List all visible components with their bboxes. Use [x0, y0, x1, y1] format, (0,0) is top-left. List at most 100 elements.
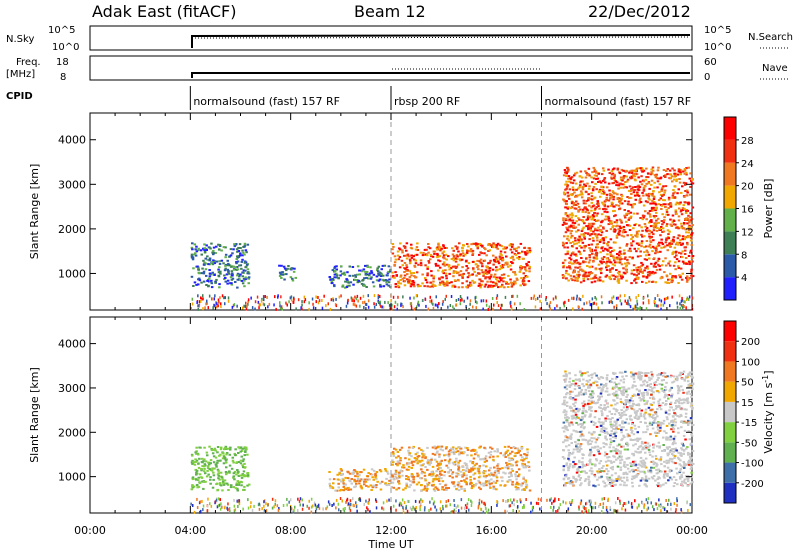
echo-cell: [240, 476, 244, 479]
echo-cell: [514, 461, 518, 464]
echo-cell: [522, 466, 525, 469]
echo-cell: [569, 181, 573, 184]
echo-cell: [366, 264, 369, 267]
echo-cell: [225, 473, 228, 476]
echo-cell: [509, 264, 512, 267]
echo-cell: [397, 455, 400, 458]
echo-cell: [477, 479, 480, 482]
echo-cell: [448, 469, 452, 472]
echo-cell: [509, 248, 513, 251]
ground-scatter-cell: [583, 302, 585, 306]
ground-scatter-cell: [595, 302, 598, 306]
echo-cell: [228, 470, 231, 473]
echo-cell: [442, 261, 446, 264]
echo-cell: [565, 172, 568, 175]
echo-cell: [578, 265, 582, 268]
echo-cell: [376, 480, 379, 483]
echo-cell: [380, 480, 384, 483]
ground-scatter-cell: [552, 297, 555, 301]
echo-cell: [397, 487, 401, 490]
echo-cell: [625, 170, 629, 173]
echo-cell: [667, 278, 670, 281]
echo-cell: [442, 254, 446, 257]
ground-scatter-cell: [273, 303, 275, 307]
echo-cell: [674, 276, 677, 279]
echo-cell: [606, 477, 609, 480]
echo-cell: [329, 278, 332, 281]
echo-cell: [522, 459, 525, 462]
echo-cell: [408, 276, 412, 279]
echo-cell: [582, 421, 586, 424]
echo-cell: [564, 217, 568, 220]
echo-cell: [391, 481, 395, 484]
echo-cell: [690, 249, 693, 252]
echo-cell: [231, 459, 235, 462]
echo-cell: [587, 390, 591, 392]
echo-cell: [581, 466, 584, 469]
echo-cell: [677, 188, 680, 191]
echo-cell: [674, 243, 678, 246]
echo-cell: [412, 475, 416, 478]
echo-cell: [566, 416, 569, 419]
echo-cell: [650, 262, 653, 265]
echo-cell: [679, 459, 682, 462]
echo-cell: [562, 441, 565, 444]
echo-cell: [605, 193, 609, 196]
echo-cell: [672, 461, 675, 464]
echo-cell: [568, 197, 571, 200]
echo-cell: [364, 478, 367, 481]
echo-cell: [294, 276, 297, 279]
echo-cell: [454, 267, 458, 269]
echo-cell: [216, 488, 220, 491]
echo-cell: [572, 475, 575, 478]
echo-cell: [644, 210, 647, 213]
echo-cell: [499, 258, 502, 261]
echo-cell: [235, 262, 238, 265]
echo-cell: [631, 186, 635, 189]
echo-cell: [391, 252, 395, 255]
ground-scatter-cell: [513, 302, 516, 306]
ground-scatter-cell: [475, 306, 477, 310]
echo-cell: [637, 230, 641, 233]
echo-cell: [582, 406, 585, 409]
echo-cell: [565, 410, 568, 413]
echo-cell: [600, 467, 604, 469]
echo-cell: [663, 396, 666, 399]
echo-cell: [683, 462, 686, 465]
echo-cell: [452, 271, 455, 274]
echo-cell: [527, 261, 530, 264]
echo-cell: [453, 453, 456, 456]
echo-cell: [488, 267, 492, 270]
echo-cell: [405, 478, 408, 480]
echo-cell: [662, 199, 665, 202]
echo-cell: [575, 378, 579, 381]
echo-cell: [219, 471, 223, 474]
echo-cell: [517, 483, 520, 485]
echo-cell: [605, 443, 608, 446]
echo-cell: [200, 457, 204, 460]
echo-cell: [481, 244, 484, 247]
ground-scatter-cell: [231, 305, 234, 309]
ground-scatter-cell: [213, 303, 215, 307]
echo-cell: [609, 255, 613, 257]
echo-cell: [648, 237, 652, 240]
echo-cell: [599, 269, 603, 272]
echo-cell: [380, 268, 383, 271]
echo-cell: [578, 262, 581, 265]
echo-cell: [592, 392, 595, 395]
echo-cell: [637, 266, 640, 269]
echo-cell: [198, 272, 201, 275]
echo-cell: [649, 220, 652, 223]
echo-cell: [382, 279, 386, 282]
echo-cell: [624, 272, 627, 275]
echo-cell: [609, 204, 613, 207]
ground-scatter-cell: [416, 305, 418, 309]
echo-cell: [645, 245, 648, 248]
echo-cell: [210, 242, 213, 245]
ground-scatter-cell: [610, 300, 613, 304]
echo-cell: [631, 188, 634, 191]
echo-cell: [683, 408, 686, 411]
echo-cell: [525, 457, 528, 460]
echo-cell: [615, 184, 618, 187]
